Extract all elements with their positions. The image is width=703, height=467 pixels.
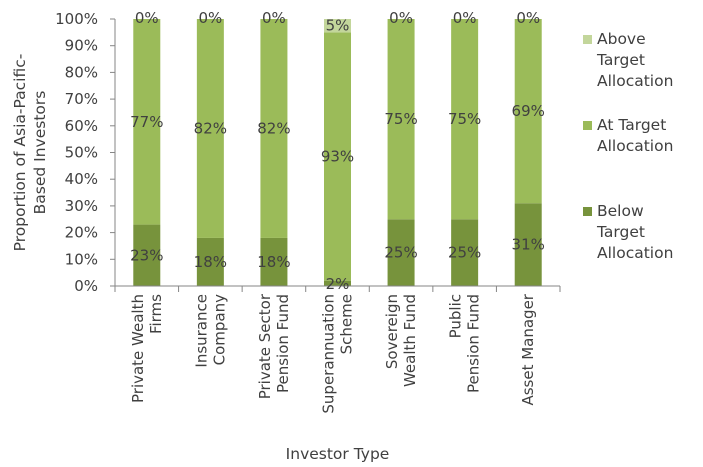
y-tick-label: 60% bbox=[65, 117, 98, 135]
x-category-label: Private Wealth bbox=[129, 294, 147, 403]
data-label: 0% bbox=[198, 9, 222, 27]
legend-label: At Target bbox=[597, 116, 666, 134]
legend: Above Target Allocation At Target Allocation… bbox=[583, 30, 673, 262]
bar-segment bbox=[387, 19, 415, 220]
y-tick-label: 70% bbox=[65, 90, 98, 108]
data-label: 69% bbox=[512, 102, 545, 120]
legend-label: Allocation bbox=[597, 244, 673, 262]
bar-segment bbox=[133, 224, 161, 286]
data-label: 77% bbox=[130, 113, 163, 131]
x-category-label: Pension Fund bbox=[465, 294, 483, 393]
bar-segment bbox=[196, 19, 224, 238]
y-tick-label: 20% bbox=[65, 224, 98, 242]
legend-label: Allocation bbox=[597, 137, 673, 155]
x-axis-title: Investor Type bbox=[286, 445, 390, 463]
bar-segment bbox=[260, 237, 288, 286]
y-axis-title-line: Based Investors bbox=[31, 91, 49, 215]
y-tick-label: 30% bbox=[65, 197, 98, 215]
y-tick-label: 90% bbox=[65, 37, 98, 55]
bar-segment bbox=[324, 32, 351, 281]
data-labels-layer: 23% 77% 0% 18% 82% 0% 18% 82% 0% 2% 93% 5% 25% 75% 0% 2… bbox=[130, 9, 545, 293]
legend-label: Above bbox=[597, 30, 646, 48]
x-category-label: Firms bbox=[147, 294, 165, 334]
bar-segment bbox=[324, 280, 351, 286]
y-tick-label: 80% bbox=[65, 63, 98, 81]
bar-segment bbox=[387, 219, 415, 286]
x-category-label: Wealth Fund bbox=[401, 294, 419, 387]
y-tick-label: 10% bbox=[65, 250, 98, 268]
legend-label: Target bbox=[596, 223, 645, 241]
bar-segment bbox=[451, 19, 479, 220]
legend-swatch bbox=[583, 207, 592, 216]
x-category-label: Pension Fund bbox=[274, 294, 292, 393]
data-label: 25% bbox=[448, 244, 481, 262]
data-label: 18% bbox=[194, 253, 227, 271]
data-label: 0% bbox=[516, 9, 540, 27]
x-category-label: Asset Manager bbox=[519, 293, 537, 405]
data-label: 82% bbox=[257, 119, 290, 137]
bar-segment bbox=[260, 19, 288, 238]
data-label: 0% bbox=[262, 9, 286, 27]
data-label: 93% bbox=[321, 148, 354, 166]
legend-label: Allocation bbox=[597, 72, 673, 90]
bar-segment bbox=[324, 19, 351, 33]
x-category-label: Company bbox=[210, 294, 228, 365]
bar-segment bbox=[514, 203, 542, 286]
data-label: 2% bbox=[326, 275, 350, 293]
bar-segment bbox=[196, 237, 224, 286]
x-category-label: Public bbox=[447, 294, 465, 338]
y-axis-title: Proportion of Asia-Pacific- Based Investo… bbox=[11, 54, 49, 252]
legend-swatch bbox=[583, 121, 592, 130]
data-label: 23% bbox=[130, 246, 163, 264]
data-label: 25% bbox=[384, 244, 417, 262]
x-category-label: Private Sector bbox=[256, 293, 274, 399]
data-label: 18% bbox=[257, 253, 290, 271]
legend-label: Target bbox=[596, 51, 645, 69]
bars-layer bbox=[133, 19, 542, 286]
y-axis-title-line: Proportion of Asia-Pacific- bbox=[11, 54, 29, 252]
axes-layer: 0% 10% 20% 30% 40% 50% 60% 70% 80% 90% 100% Private… bbox=[11, 10, 561, 463]
bar-segment bbox=[451, 219, 479, 286]
y-tick-label: 0% bbox=[74, 277, 98, 295]
y-tick-label: 50% bbox=[65, 144, 98, 162]
data-label: 82% bbox=[194, 119, 227, 137]
data-label: 5% bbox=[326, 17, 350, 35]
x-category-label: Scheme bbox=[338, 294, 356, 354]
y-tick-label: 100% bbox=[55, 10, 98, 28]
data-label: 0% bbox=[389, 9, 413, 27]
data-label: 0% bbox=[453, 9, 477, 27]
data-label: 31% bbox=[512, 236, 545, 254]
data-label: 75% bbox=[384, 110, 417, 128]
x-category-label: Sovereign bbox=[383, 294, 401, 369]
x-category-label: Superannuation bbox=[320, 294, 338, 414]
legend-swatch bbox=[583, 35, 592, 44]
bar-segment bbox=[133, 19, 161, 225]
data-label: 0% bbox=[135, 9, 159, 27]
legend-label: Below bbox=[597, 202, 644, 220]
y-tick-label: 40% bbox=[65, 170, 98, 188]
x-category-label: Insurance bbox=[192, 294, 210, 368]
bar-segment bbox=[514, 19, 542, 204]
data-label: 75% bbox=[448, 110, 481, 128]
